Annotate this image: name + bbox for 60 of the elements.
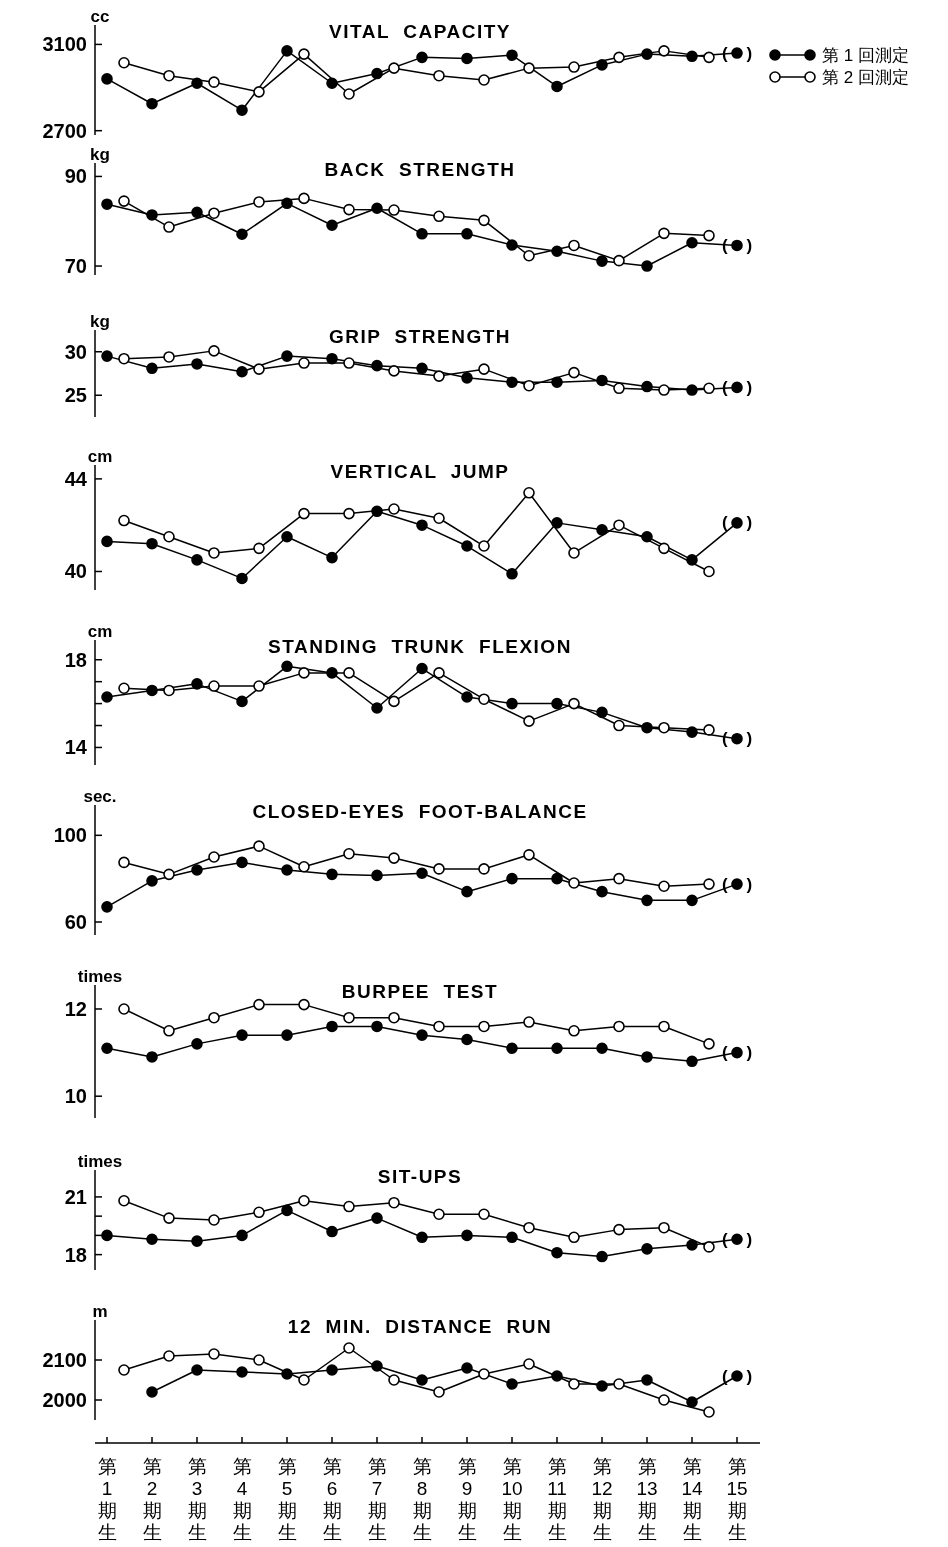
x-tick-label: 第3期生	[187, 1456, 207, 1543]
y-tick-label: 14	[64, 736, 88, 759]
y-axis-title: cm	[87, 622, 113, 641]
x-tick-label: 第6期生	[322, 1456, 342, 1543]
y-tick-label: 30	[64, 340, 87, 363]
y-axis-title: m	[92, 1302, 108, 1321]
x-tick-label: 第12期生	[591, 1456, 613, 1543]
chart-title: BACK STRENGTH	[324, 159, 516, 180]
x-tick-label: 第4期生	[232, 1456, 252, 1543]
y-tick-label: 18	[64, 648, 87, 671]
chart-title: GRIP STRENGTH	[328, 326, 512, 347]
legend-label: 第 2 回測定	[822, 67, 909, 87]
y-tick-label: 90	[64, 165, 87, 188]
y-tick-label: 12	[64, 997, 87, 1020]
x-tick-label: 第14期生	[681, 1456, 703, 1543]
y-axis-title: kg	[90, 312, 110, 331]
annotation: ( )	[721, 513, 753, 533]
x-tick-label: 第2期生	[142, 1456, 162, 1543]
x-tick-label: 第7期生	[367, 1456, 387, 1543]
y-axis-title: sec.	[83, 787, 117, 806]
x-tick-label: 第8期生	[412, 1456, 432, 1543]
y-axis-title: cm	[87, 447, 113, 466]
legend-label: 第 1 回測定	[822, 45, 909, 65]
annotation: ( )	[721, 1229, 753, 1249]
y-tick-label: 70	[64, 255, 87, 278]
x-tick-label: 第10期生	[501, 1456, 523, 1543]
annotation: ( )	[721, 729, 753, 749]
chart-title: VITAL CAPACITY	[329, 21, 511, 42]
annotation: ( )	[721, 43, 753, 63]
y-tick-label: 60	[64, 911, 87, 933]
x-tick-label: 第13期生	[636, 1456, 658, 1543]
y-tick-label: 40	[64, 560, 87, 583]
y-tick-label: 2100	[42, 1349, 87, 1371]
y-tick-label: 44	[64, 467, 88, 490]
x-tick-label: 第15期生	[726, 1456, 748, 1543]
annotation: ( )	[721, 874, 753, 894]
y-tick-label: 18	[64, 1243, 87, 1266]
chart-title: CLOSED-EYES FOOT-BALANCE	[252, 801, 588, 822]
annotation: ( )	[721, 1043, 753, 1063]
y-tick-label: 25	[64, 384, 87, 407]
y-axis-title: times	[77, 967, 123, 986]
y-axis-title: times	[77, 1152, 123, 1171]
y-tick-label: 2000	[42, 1389, 87, 1411]
chart-title: 12 MIN. DISTANCE RUN	[287, 1316, 553, 1337]
y-tick-label: 3100	[42, 33, 87, 56]
x-tick-label: 第1期生	[97, 1456, 117, 1543]
y-tick-label: 2700	[42, 119, 87, 142]
chart-title: VERTICAL JUMP	[330, 461, 510, 482]
y-tick-label: 100	[53, 824, 87, 847]
y-tick-label: 21	[64, 1185, 87, 1208]
x-tick-label: 第11期生	[547, 1456, 567, 1543]
y-axis-title: cc	[90, 7, 110, 26]
chart-title: BURPEE TEST	[341, 981, 499, 1002]
chart-title: STANDING TRUNK FLEXION	[268, 636, 572, 657]
chart-title: SIT-UPS	[377, 1166, 463, 1187]
annotation: ( )	[721, 378, 753, 398]
y-tick-label: 10	[64, 1085, 87, 1108]
x-tick-label: 第5期生	[277, 1456, 297, 1543]
y-axis-title: kg	[90, 145, 110, 164]
x-tick-label: 第9期生	[457, 1456, 477, 1543]
